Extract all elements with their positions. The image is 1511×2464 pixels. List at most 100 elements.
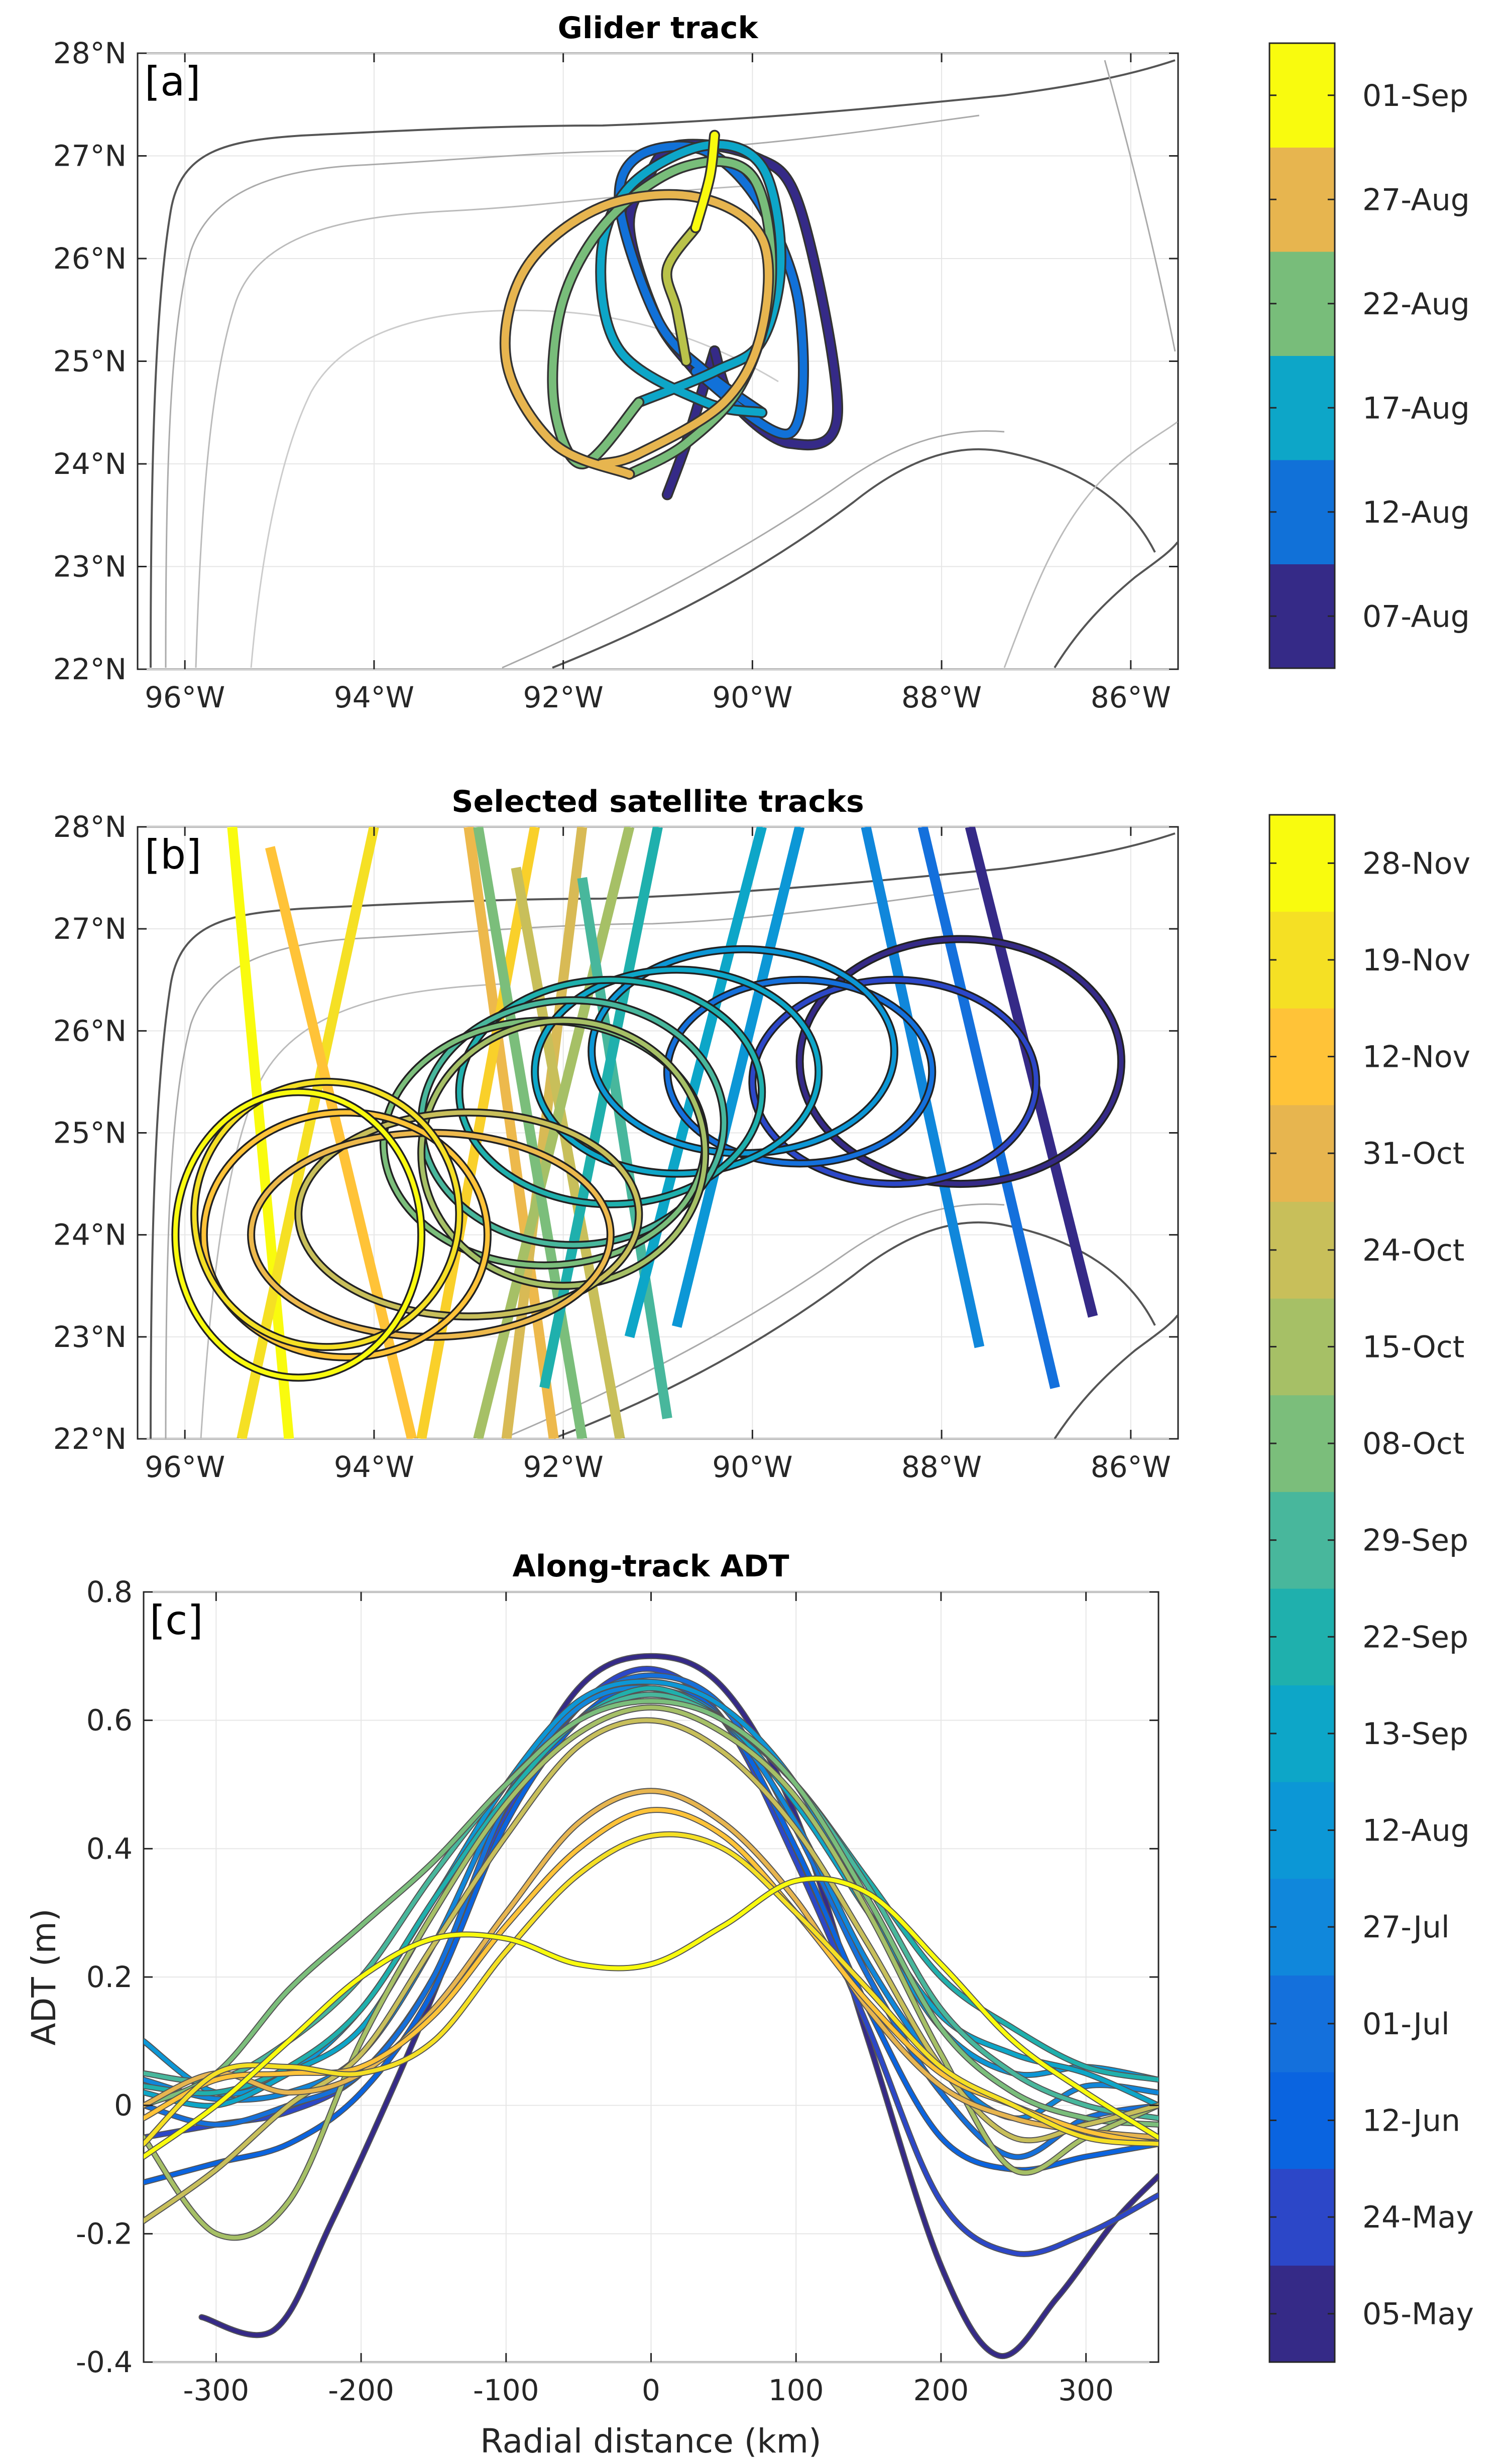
- colorbar-swatch: [1269, 252, 1335, 356]
- colorbar-label: 24-May: [1362, 2200, 1474, 2235]
- panel-c-series: [144, 1653, 1158, 2360]
- y-tick-label: -0.4: [76, 2345, 133, 2379]
- satellite-track: [671, 827, 805, 1328]
- colorbar-label: 28-Nov: [1362, 846, 1470, 881]
- bathy-contour: [1054, 541, 1178, 669]
- panel-b-label: [b]: [145, 831, 201, 878]
- colorbar-swatch: [1269, 1492, 1335, 1589]
- y-tick-label: 27°N: [53, 912, 127, 946]
- satellite-track: [539, 827, 663, 1389]
- colorbar-label: 05-May: [1362, 2297, 1474, 2332]
- colorbar-swatch: [1269, 2265, 1335, 2363]
- bathy-contour: [150, 832, 1176, 1439]
- x-tick-label: 100: [768, 2373, 824, 2407]
- panel-a-bathymetry: [150, 59, 1178, 669]
- x-tick-label: 86°W: [1091, 680, 1171, 714]
- glider-track-segment: [691, 132, 719, 232]
- eddy-contour: [589, 947, 897, 1156]
- bathy-contour: [165, 114, 980, 668]
- glider-track-segment: [501, 191, 772, 478]
- y-tick-label: 0.2: [86, 1960, 133, 1994]
- panel-c: Along-track ADT -300 -200 -100 0 100 200 300 -0…: [25, 1549, 1159, 2460]
- y-tick-label: 24°N: [53, 447, 127, 481]
- panel-c-xlabel: Radial distance (km): [480, 2422, 822, 2460]
- colorbar-label: 01-Sep: [1362, 78, 1468, 113]
- colorbar-label: 22-Aug: [1362, 287, 1470, 322]
- colorbar-label: 12-Jun: [1362, 2103, 1460, 2138]
- panel-c-ticks: -300 -200 -100 0 100 200 300 -0.4 -0.2 0 0.2 0.4 0.6…: [76, 1575, 1158, 2407]
- y-tick-label: 24°N: [53, 1218, 127, 1252]
- y-tick-label: 26°N: [53, 241, 127, 276]
- bathy-contour: [1054, 1314, 1178, 1439]
- panel-b-ticks: 96°W 94°W 92°W 90°W 88°W 86°W 22°N 23°N 24°N 25°N…: [53, 810, 1178, 1484]
- eddy-contour: [665, 977, 935, 1166]
- bathy-contour: [1003, 421, 1178, 668]
- colorbar-swatch: [1269, 43, 1335, 148]
- adt-line: [199, 1654, 1158, 2359]
- adt-line: [144, 1876, 1158, 2159]
- satellite-track: [577, 877, 672, 1419]
- adt-line: [144, 1692, 1158, 2121]
- satellite-track: [624, 827, 767, 1338]
- x-tick-label: -100: [473, 2373, 539, 2407]
- colorbar-swatch: [1269, 1782, 1335, 1879]
- adt-line: [144, 1789, 1158, 2140]
- colorbar-label: 29-Sep: [1362, 1523, 1468, 1558]
- colorbar-swatch: [1269, 2168, 1335, 2266]
- x-tick-label: 86°W: [1091, 1450, 1171, 1484]
- adt-line: [144, 1832, 1158, 2146]
- panel-a-label: [a]: [145, 58, 200, 105]
- bathy-contour: [502, 1203, 1005, 1439]
- y-tick-label: 23°N: [53, 1320, 127, 1354]
- panel-a-title: Glider track: [558, 11, 759, 46]
- satellite-track: [473, 827, 635, 1439]
- y-tick-label: -0.2: [76, 2216, 133, 2251]
- y-tick-label: 27°N: [53, 139, 127, 173]
- panel-a-ticks: 96°W 94°W 92°W 90°W 88°W 86°W 22°N 23°N 24°N 25°N…: [53, 36, 1178, 714]
- y-tick-label: 0.6: [86, 1703, 133, 1738]
- x-tick-label: 94°W: [334, 1450, 414, 1484]
- y-tick-label: 0.4: [86, 1831, 133, 1866]
- colorbar-swatch: [1269, 1104, 1335, 1202]
- colorbar-swatch: [1269, 460, 1335, 564]
- eddy-contour: [456, 977, 764, 1207]
- satellite-track: [861, 827, 985, 1348]
- eddy-contour: [750, 977, 1038, 1186]
- panel-b: Selected satellite tracks 96°W 94°W 92°W 90…: [53, 784, 1179, 1484]
- y-tick-label: 28°N: [53, 36, 127, 70]
- colorbar-frame: [1268, 814, 1336, 2363]
- x-tick-label: 94°W: [334, 680, 414, 714]
- colorbar-label: 24-Oct: [1362, 1233, 1464, 1268]
- panel-c-ylabel: ADT (m): [25, 1908, 63, 2045]
- colorbar-label: 12-Aug: [1362, 495, 1470, 530]
- colorbar-label: 17-Aug: [1362, 391, 1470, 426]
- x-tick-label: 0: [642, 2373, 660, 2407]
- colorbar-label: 19-Nov: [1362, 943, 1470, 978]
- eddy-contour: [532, 967, 821, 1176]
- panel-c-title: Along-track ADT: [512, 1549, 789, 1584]
- colorbar-swatch: [1269, 911, 1335, 1009]
- y-tick-label: 22°N: [53, 1422, 127, 1456]
- glider-track-segment: [663, 224, 700, 365]
- panel-b-eddy-contours: [171, 935, 1125, 1382]
- x-tick-label: 90°W: [712, 1450, 792, 1484]
- satellite-track: [511, 867, 625, 1439]
- y-tick-label: 26°N: [53, 1014, 127, 1048]
- colorbar-label: 12-Nov: [1362, 1040, 1470, 1075]
- y-tick-label: 25°N: [53, 1116, 127, 1150]
- bathy-contour: [552, 1221, 1156, 1439]
- colorbar-label: 27-Jul: [1362, 1910, 1450, 1945]
- panel-a: Glider track 96°W 94°W 92°W 90°W 88°W 86°W 22°…: [53, 11, 1179, 714]
- bathy-contour: [195, 185, 754, 668]
- x-tick-label: 96°W: [145, 680, 225, 714]
- colorbar-frame: [1268, 42, 1336, 669]
- x-tick-label: 88°W: [901, 1450, 982, 1484]
- bathy-contour: [1104, 60, 1176, 352]
- colorbar-swatch: [1269, 1588, 1335, 1686]
- colorbar-swatch: [1269, 355, 1335, 460]
- adt-line: [144, 1705, 1158, 2240]
- panel-b-title: Selected satellite tracks: [451, 784, 864, 819]
- colorbar-swatch: [1269, 1008, 1335, 1105]
- satellite-track: [501, 827, 588, 1439]
